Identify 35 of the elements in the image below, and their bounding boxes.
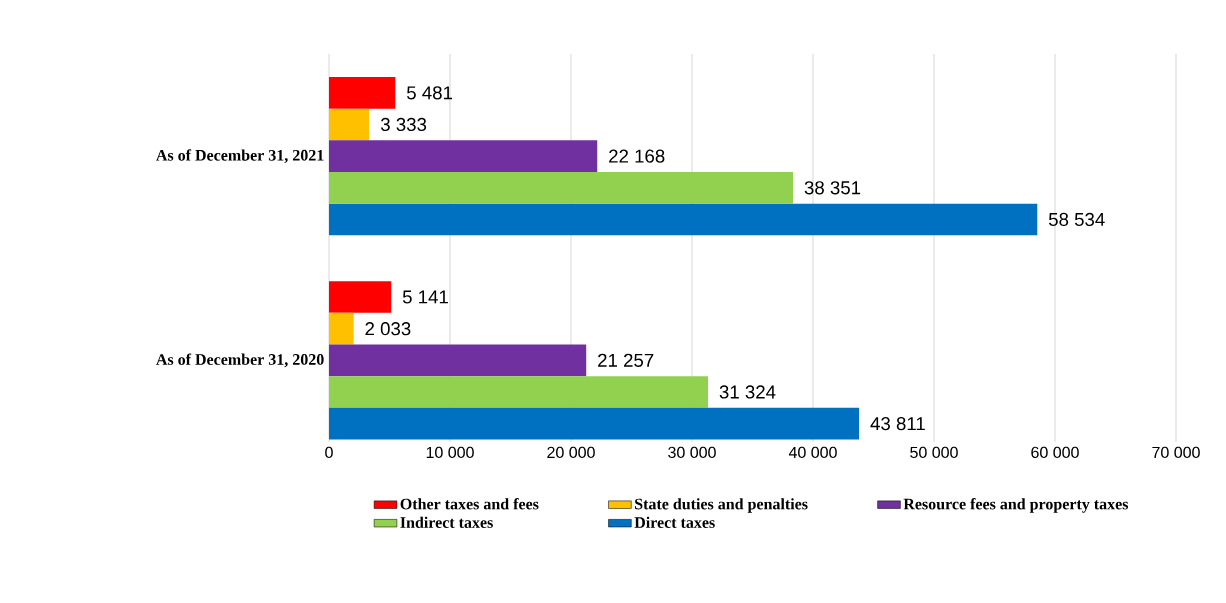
data-label: 22 168: [609, 149, 665, 163]
legend-label: Indirect taxes: [400, 516, 493, 528]
x-tick-label: 0: [325, 446, 333, 459]
bar: [329, 407, 860, 440]
bar: [329, 140, 598, 172]
bar: [329, 76, 396, 109]
data-label: 21 257: [598, 353, 654, 367]
bar: [329, 171, 794, 204]
x-tick-label: 70 000: [1152, 446, 1200, 459]
data-label: 58 534: [1048, 212, 1105, 227]
y-tick-label: As of December 31, 2021: [156, 149, 324, 163]
bar: [329, 312, 354, 345]
data-label: 31 324: [719, 385, 776, 399]
data-label: 2 033: [365, 322, 411, 336]
data-label: 3 333: [380, 117, 427, 132]
bar: [329, 344, 587, 377]
bar: [329, 203, 1038, 236]
legend-label: State duties and penalties: [635, 498, 808, 513]
x-tick-label: 60 000: [1031, 446, 1079, 459]
y-tick-label: As of December 31, 2020: [156, 353, 324, 368]
x-tick-label: 10 000: [426, 446, 474, 459]
x-tick-label: 30 000: [668, 446, 716, 459]
bar: [329, 281, 392, 313]
legend-label: Resource fees and property taxes: [903, 498, 1129, 513]
data-label: 5 481: [407, 86, 453, 100]
x-tick-label: 40 000: [788, 446, 837, 459]
legend-label: Direct taxes: [634, 516, 715, 528]
bar: [329, 376, 709, 408]
x-tick-label: 20 000: [547, 446, 595, 459]
x-tick-label: 50 000: [910, 446, 958, 459]
legend-label: Other taxes and fees: [400, 498, 539, 510]
data-label: 5 141: [402, 290, 448, 304]
data-label: 38 351: [804, 181, 861, 195]
data-label: 43 811: [870, 417, 925, 431]
bar: [329, 108, 370, 141]
